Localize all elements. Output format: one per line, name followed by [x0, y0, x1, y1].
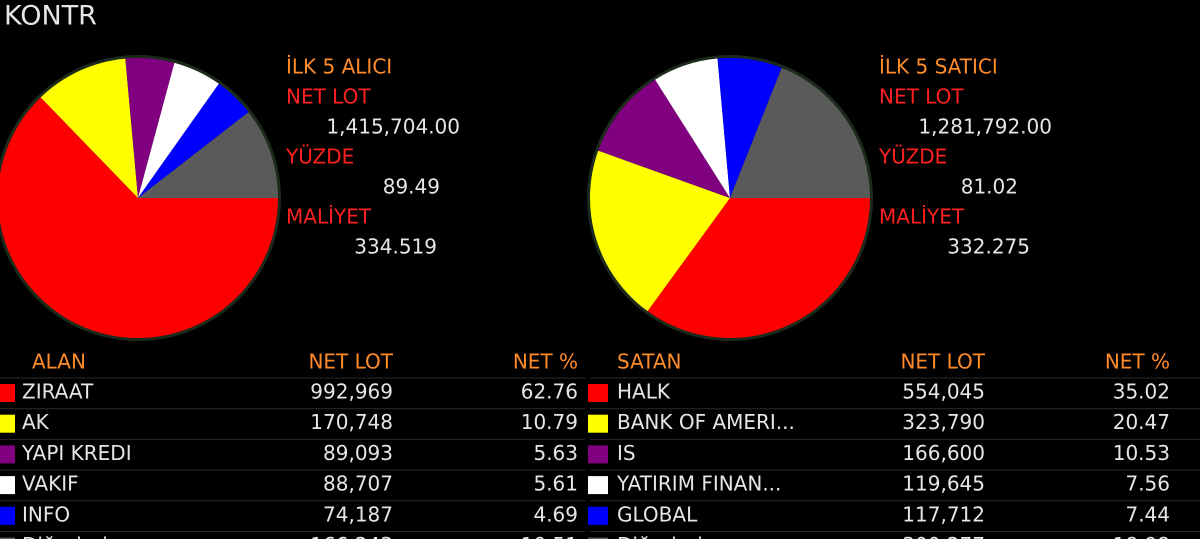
value: 1,415,704.00: [326, 115, 460, 139]
row-name: GLOBAL: [617, 502, 698, 526]
row-lot: 89,093: [323, 441, 393, 465]
row-pct: 7.56: [1125, 472, 1170, 496]
legend-swatch: [0, 537, 15, 539]
pie-slice: [138, 112, 278, 198]
row-name: Diğerleri: [617, 533, 703, 539]
label: YÜZDE: [285, 145, 354, 169]
row-pct: 10.51: [521, 533, 578, 539]
row-name: HALK: [617, 380, 671, 404]
pie-slice: [138, 83, 249, 198]
row-lot: 74,187: [323, 502, 393, 526]
row-name: AK: [22, 410, 50, 434]
row-pct: 35.02: [1113, 380, 1170, 404]
row-pct: 5.63: [533, 441, 578, 465]
row-name: Diğerleri: [22, 533, 108, 539]
label: NET LOT: [879, 85, 964, 109]
legend-swatch: [588, 476, 608, 495]
pie-slice: [590, 150, 730, 312]
legend-swatch: [588, 445, 608, 464]
column-header: ALAN: [32, 350, 86, 374]
column-header: NET LOT: [900, 350, 985, 374]
legend-swatch: [588, 506, 608, 525]
pie-slice: [40, 58, 138, 198]
row-pct: 4.69: [533, 502, 578, 526]
column-header: NET %: [1105, 350, 1170, 374]
value: 332.275: [947, 235, 1030, 259]
legend-swatch: [0, 506, 15, 525]
row-lot: 554,045: [902, 380, 985, 404]
pie-slice: [717, 58, 782, 198]
row-pct: 10.79: [521, 410, 578, 434]
row-lot: 323,790: [902, 410, 985, 434]
pie-slice: [598, 79, 730, 198]
row-name: YAPI KREDI: [21, 441, 132, 465]
pie-slice: [730, 67, 870, 199]
row-lot: 119,645: [902, 472, 985, 496]
row-pct: 62.76: [521, 380, 578, 404]
row-lot: 170,748: [310, 410, 393, 434]
row-pct: 20.47: [1113, 410, 1170, 434]
column-header: NET %: [513, 350, 578, 374]
pie-slice: [0, 97, 278, 338]
pie-slice: [647, 198, 870, 339]
row-name: BANK OF AMERI...: [617, 410, 795, 434]
label: NET LOT: [286, 85, 371, 109]
column-header: NET LOT: [308, 350, 393, 374]
pie-slice: [125, 57, 175, 198]
panel-heading: İLK 5 ALICI: [286, 55, 392, 79]
row-name: ZIRAAT: [22, 380, 94, 404]
legend-swatch: [588, 537, 608, 539]
column-header: SATAN: [617, 350, 682, 374]
row-pct: 10.53: [1113, 441, 1170, 465]
row-name: YATIRIM FINAN...: [616, 472, 781, 496]
row-pct: 18.98: [1113, 533, 1170, 539]
value: 334.519: [354, 235, 437, 259]
label: MALİYET: [286, 205, 372, 229]
row-name: VAKIF: [22, 472, 79, 496]
legend-swatch: [588, 414, 608, 433]
label: YÜZDE: [878, 145, 947, 169]
row-lot: 166,600: [902, 441, 985, 465]
pie-slice: [138, 62, 219, 198]
panel-heading: İLK 5 SATICI: [879, 55, 998, 79]
row-name: IS: [617, 441, 636, 465]
legend-swatch: [0, 414, 15, 433]
value: 1,281,792.00: [918, 115, 1052, 139]
legend-swatch: [0, 476, 15, 495]
value: 81.02: [961, 175, 1018, 199]
page-title: KONTR: [4, 1, 97, 32]
legend-swatch: [588, 384, 608, 402]
row-lot: 166,243: [310, 533, 393, 539]
row-lot: 992,969: [310, 380, 393, 404]
row-lot: 300,277: [902, 533, 985, 539]
value: 89.49: [383, 175, 440, 199]
row-pct: 7.44: [1125, 502, 1170, 526]
legend-swatch: [0, 384, 15, 402]
pie-slice: [655, 58, 730, 199]
row-pct: 5.61: [533, 472, 578, 496]
label: MALİYET: [879, 205, 965, 229]
legend-swatch: [0, 445, 15, 464]
row-lot: 117,712: [902, 502, 985, 526]
row-lot: 88,707: [323, 472, 393, 496]
row-name: INFO: [22, 502, 70, 526]
